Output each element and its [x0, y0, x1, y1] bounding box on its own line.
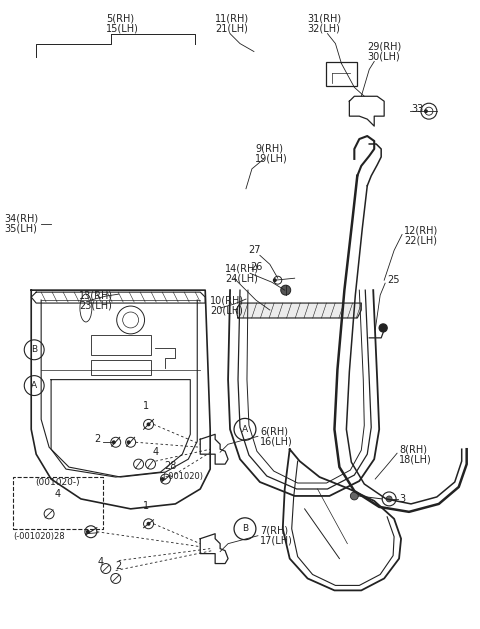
- Text: (-001020): (-001020): [162, 472, 204, 481]
- Text: B: B: [31, 345, 37, 354]
- Text: 5(RH): 5(RH): [106, 14, 134, 24]
- Text: 32(LH): 32(LH): [308, 24, 340, 34]
- Polygon shape: [236, 303, 361, 318]
- Text: 19(LH): 19(LH): [255, 154, 288, 164]
- Text: 27: 27: [248, 245, 261, 255]
- Text: 12(RH): 12(RH): [404, 225, 438, 235]
- Text: 2: 2: [95, 434, 101, 444]
- Text: 10(RH): 10(RH): [210, 295, 244, 305]
- Text: 15(LH): 15(LH): [106, 24, 139, 34]
- Text: 1: 1: [143, 501, 149, 511]
- Text: 20(LH): 20(LH): [210, 305, 243, 315]
- Text: 22(LH): 22(LH): [404, 235, 437, 245]
- Text: A: A: [242, 425, 248, 434]
- Circle shape: [281, 285, 291, 295]
- Text: 16(LH): 16(LH): [260, 437, 293, 446]
- Text: A: A: [31, 381, 37, 390]
- Text: 1: 1: [143, 401, 149, 411]
- Circle shape: [146, 522, 151, 526]
- Text: 29(RH): 29(RH): [367, 42, 401, 52]
- Circle shape: [86, 530, 90, 534]
- Text: 7(RH): 7(RH): [260, 526, 288, 536]
- Circle shape: [112, 440, 116, 444]
- Text: 3: 3: [399, 494, 405, 504]
- Bar: [91, 335, 151, 355]
- Circle shape: [379, 324, 387, 332]
- Text: 31(RH): 31(RH): [308, 14, 342, 24]
- Text: 28: 28: [164, 461, 177, 471]
- Text: 21(LH): 21(LH): [215, 24, 248, 34]
- Text: 2: 2: [116, 560, 122, 571]
- Text: 23(LH): 23(LH): [79, 300, 112, 310]
- Bar: [13, 477, 103, 529]
- Circle shape: [386, 496, 392, 502]
- Circle shape: [424, 109, 428, 113]
- Bar: [325, 62, 357, 86]
- Text: (001020-): (001020-): [36, 478, 80, 487]
- Text: 13(RH): 13(RH): [79, 290, 113, 300]
- Text: 26: 26: [250, 262, 262, 272]
- Text: 18(LH): 18(LH): [399, 454, 432, 464]
- Text: (-001020)28: (-001020)28: [13, 532, 65, 541]
- Text: 9(RH): 9(RH): [255, 144, 283, 154]
- Text: 25: 25: [387, 276, 400, 285]
- Text: 8(RH): 8(RH): [399, 444, 427, 454]
- Text: 4: 4: [98, 557, 104, 567]
- Text: B: B: [242, 524, 248, 533]
- Text: 35(LH): 35(LH): [4, 223, 37, 233]
- Text: 11(RH): 11(RH): [215, 14, 249, 24]
- Circle shape: [350, 492, 358, 500]
- Text: 14(RH): 14(RH): [225, 264, 259, 273]
- Text: 4: 4: [153, 447, 158, 457]
- Text: 24(LH): 24(LH): [225, 273, 258, 283]
- Circle shape: [146, 422, 151, 426]
- Bar: [91, 360, 151, 375]
- Circle shape: [160, 477, 165, 481]
- Text: 34(RH): 34(RH): [4, 214, 38, 223]
- Text: 4: 4: [55, 489, 61, 499]
- Circle shape: [127, 440, 131, 444]
- Circle shape: [273, 278, 277, 282]
- Text: 30(LH): 30(LH): [367, 52, 400, 62]
- Text: 17(LH): 17(LH): [260, 536, 293, 546]
- Text: 33: 33: [411, 104, 423, 114]
- Text: 6(RH): 6(RH): [260, 426, 288, 437]
